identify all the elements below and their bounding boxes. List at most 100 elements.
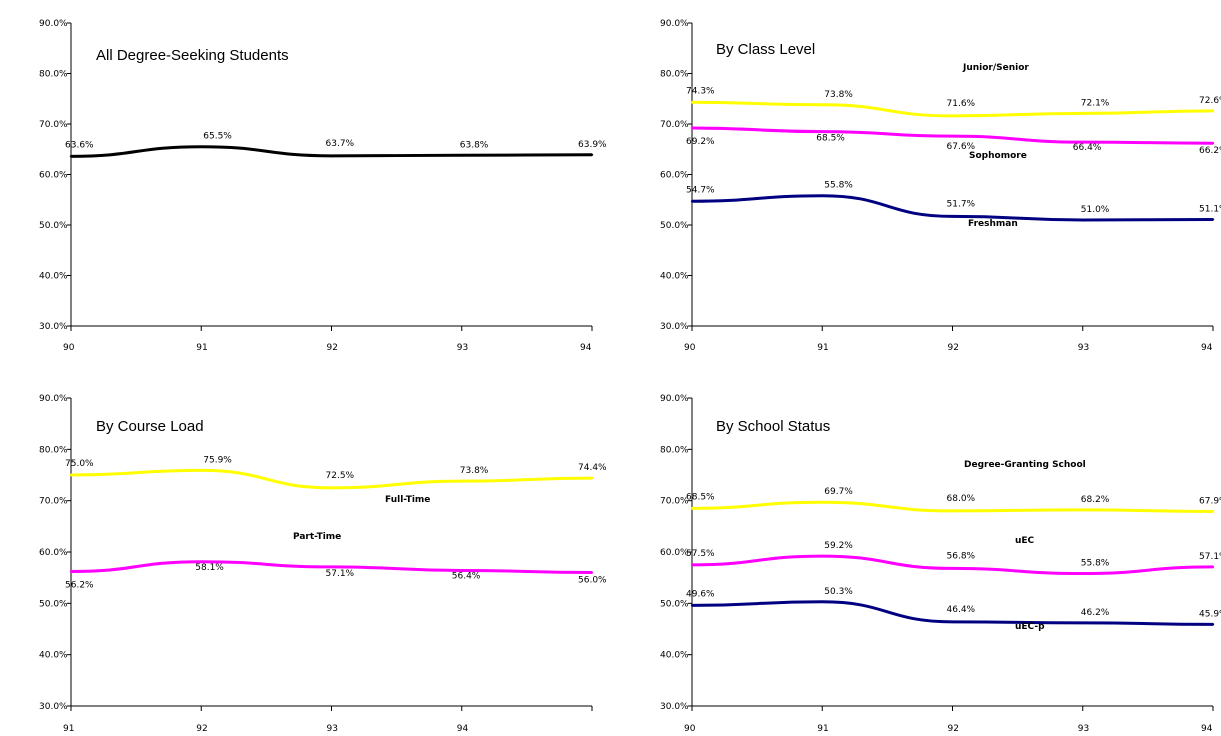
data-point: [690, 101, 694, 104]
data-label: 46.2%: [1081, 608, 1110, 618]
data-point: [690, 563, 694, 567]
y-tick-label: 50.0%: [660, 221, 689, 231]
data-point: [951, 620, 954, 624]
y-tick-label: 40.0%: [660, 651, 689, 661]
data-label: 69.2%: [686, 137, 715, 147]
y-tick-label: 60.0%: [39, 548, 68, 558]
chart-title: By Course Load: [96, 418, 204, 435]
y-tick-label: 80.0%: [660, 70, 689, 80]
data-label: 74.4%: [578, 463, 607, 473]
x-tick-label: 93: [327, 724, 338, 734]
series-name-label: Degree-Granting School: [964, 460, 1086, 470]
y-tick-label: 60.0%: [39, 171, 68, 181]
data-label: 57.5%: [686, 549, 715, 559]
data-point: [1081, 572, 1084, 575]
y-tick-label: 30.0%: [660, 702, 689, 712]
data-point: [330, 565, 333, 569]
data-point: [821, 554, 824, 558]
data-point: [1211, 565, 1215, 569]
data-point: [1081, 218, 1084, 222]
x-tick-label: 91: [817, 343, 828, 353]
data-point: [69, 570, 73, 573]
y-tick-label: 90.0%: [660, 394, 689, 404]
data-label: 56.8%: [947, 551, 976, 561]
data-point: [200, 145, 203, 148]
data-point: [330, 154, 333, 158]
x-tick-label: 90: [63, 343, 75, 353]
data-point: [951, 114, 954, 118]
data-label: 67.6%: [947, 142, 976, 152]
data-label: 68.5%: [686, 492, 715, 502]
data-point: [821, 130, 824, 133]
data-point: [690, 604, 694, 607]
x-tick-label: 93: [1078, 724, 1089, 734]
data-point: [1211, 510, 1215, 513]
data-point: [590, 571, 594, 574]
y-tick-label: 40.0%: [660, 272, 689, 282]
data-label: 56.0%: [578, 576, 607, 586]
x-tick-label: 93: [457, 343, 468, 353]
data-label: 49.6%: [686, 589, 715, 599]
data-label: 74.3%: [686, 86, 715, 96]
x-tick-label: 92: [948, 724, 959, 734]
data-point: [690, 126, 694, 130]
data-label: 55.8%: [1081, 559, 1110, 569]
series-name-label: Full-Time: [385, 495, 430, 505]
chart-panel-4: 90.0% 80.0% 70.0% 60.0% 50.0% 40.0% 30.0% 90 91 9…: [660, 394, 1221, 734]
series-name-label: Freshman: [968, 219, 1018, 229]
data-label: 72.6%: [1199, 96, 1221, 106]
data-point: [200, 469, 203, 472]
data-point: [590, 153, 594, 157]
data-label: 71.6%: [947, 99, 976, 109]
y-tick-label: 70.0%: [39, 497, 68, 507]
data-label: 65.5%: [203, 132, 232, 142]
data-label: 73.8%: [824, 90, 853, 100]
x-tick-label: 94: [580, 343, 592, 353]
x-tick-label: 90: [684, 724, 696, 734]
y-tick-label: 90.0%: [660, 19, 689, 29]
data-label: 46.4%: [947, 605, 976, 615]
data-point: [951, 215, 954, 218]
series-name-label: Part-Time: [293, 532, 341, 542]
data-label: 45.9%: [1199, 609, 1221, 619]
x-tick-label: 93: [1078, 343, 1089, 353]
x-tick-label: 90: [684, 343, 696, 353]
data-point: [590, 476, 594, 480]
data-point: [1081, 140, 1084, 144]
data-point: [330, 486, 333, 490]
chart-panel-2: 90.0% 80.0% 70.0% 60.0% 50.0% 40.0% 30.0% 90 91 9…: [660, 19, 1221, 353]
data-label: 63.6%: [65, 140, 94, 150]
data-point: [69, 155, 73, 158]
data-label: 57.1%: [1199, 552, 1221, 562]
chart-title: By School Status: [716, 418, 830, 435]
series-name-label: uEC: [1015, 536, 1035, 546]
data-label: 63.7%: [326, 139, 355, 149]
data-point: [821, 103, 824, 107]
data-point: [1211, 218, 1215, 221]
data-label: 72.5%: [326, 471, 355, 481]
series-name-label: Junior/Senior: [962, 63, 1029, 73]
data-label: 67.9%: [1199, 496, 1221, 506]
data-point: [200, 560, 203, 563]
data-point: [821, 194, 824, 197]
data-point: [1081, 621, 1084, 625]
data-label: 68.2%: [1081, 495, 1110, 505]
data-label: 56.2%: [65, 581, 94, 591]
y-tick-label: 80.0%: [39, 70, 68, 80]
data-point: [69, 473, 73, 477]
chart-panel-3: 90.0% 80.0% 70.0% 60.0% 50.0% 40.0% 30.0% 91 92 9…: [39, 394, 607, 734]
data-point: [821, 501, 824, 504]
y-tick-label: 80.0%: [39, 445, 68, 455]
data-point: [951, 567, 954, 570]
data-point: [1081, 112, 1084, 115]
y-tick-label: 80.0%: [660, 445, 689, 455]
data-label: 58.1%: [195, 563, 224, 573]
y-tick-label: 70.0%: [660, 497, 689, 507]
y-tick-label: 40.0%: [39, 272, 68, 282]
data-label: 75.0%: [65, 459, 94, 469]
y-tick-label: 60.0%: [660, 548, 689, 558]
chart-panel-1: 90.0% 80.0% 70.0% 60.0% 50.0% 40.0% 30.0% 90 91 9…: [39, 19, 607, 353]
x-tick-label: 94: [1201, 724, 1213, 734]
data-label: 72.1%: [1081, 98, 1110, 108]
